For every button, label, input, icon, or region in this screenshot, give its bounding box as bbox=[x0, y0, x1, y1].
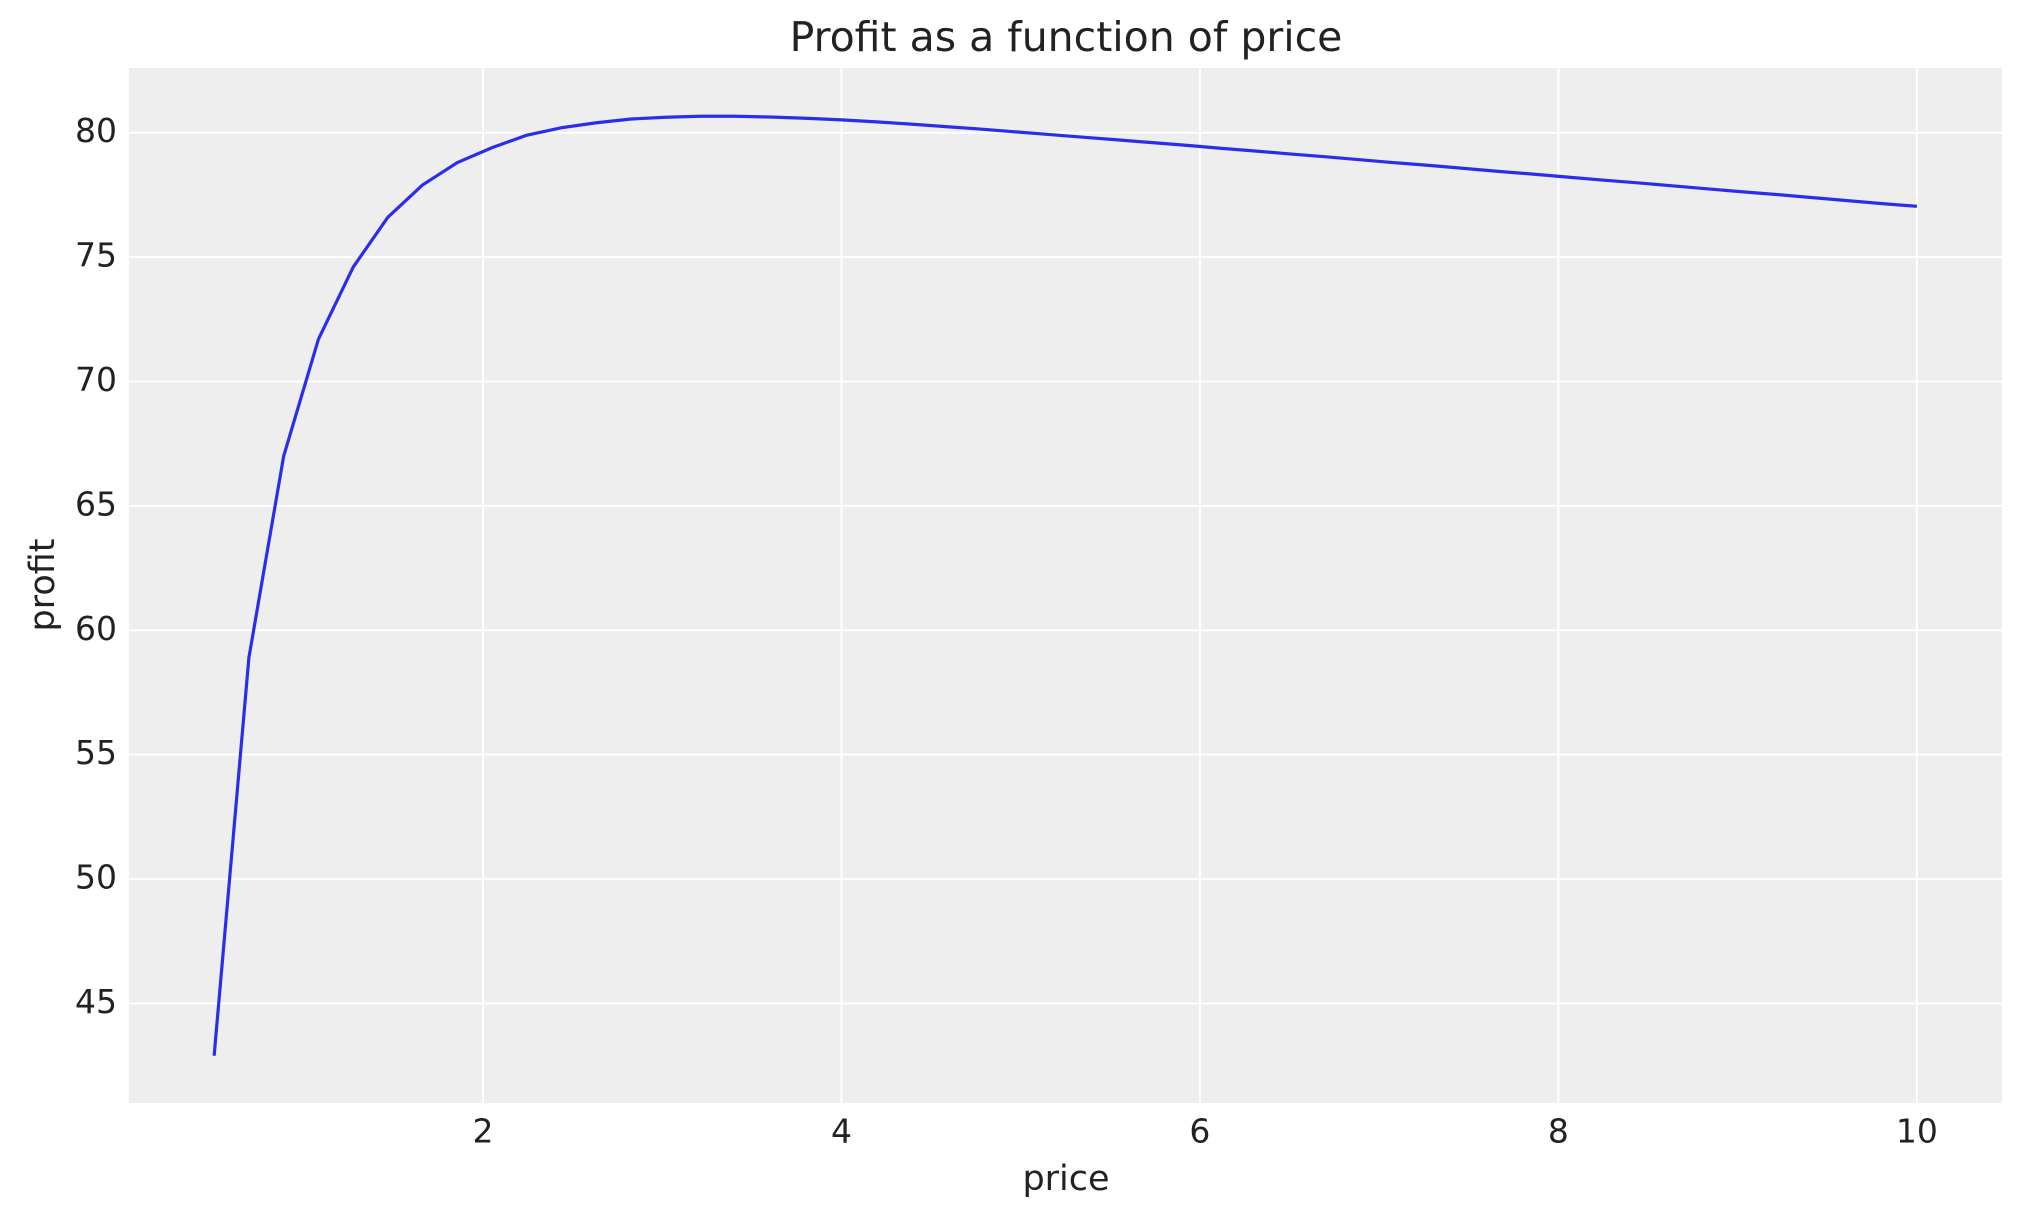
x-tick-label: 2 bbox=[472, 1112, 493, 1151]
x-tick-label: 4 bbox=[831, 1112, 852, 1151]
y-tick-label: 55 bbox=[75, 733, 117, 772]
y-tick-label: 75 bbox=[75, 236, 117, 275]
x-tick-label: 6 bbox=[1189, 1112, 1210, 1151]
chart-title: Profit as a function of price bbox=[790, 13, 1343, 61]
plot-area bbox=[129, 68, 2002, 1103]
line-series bbox=[212, 114, 1917, 1056]
y-axis-label: profit bbox=[23, 538, 63, 631]
y-tick-label: 65 bbox=[75, 484, 117, 523]
y-tick-label: 60 bbox=[75, 609, 117, 648]
y-tick-label: 45 bbox=[75, 982, 117, 1021]
y-tick-label: 80 bbox=[75, 111, 117, 150]
x-axis-label: price bbox=[1022, 1159, 1109, 1199]
y-tick-label: 50 bbox=[75, 858, 117, 897]
y-tick-label: 70 bbox=[75, 360, 117, 399]
x-tick-label: 10 bbox=[1896, 1112, 1938, 1151]
x-tick-label: 8 bbox=[1548, 1112, 1569, 1151]
